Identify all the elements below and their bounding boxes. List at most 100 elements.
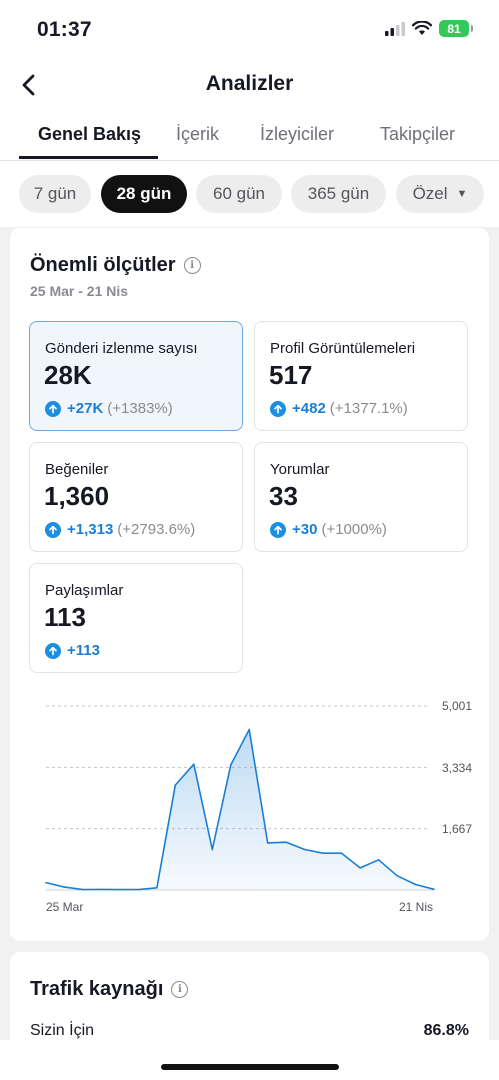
metric-label: Beğeniler (45, 461, 109, 478)
chart-data-point (100, 888, 103, 891)
chart-data-point (211, 848, 214, 851)
chart-data-point (322, 852, 324, 855)
chart-data-point (396, 874, 398, 877)
back-arrow-icon[interactable] (16, 70, 46, 100)
metric-delta: +27K (+1383%) (45, 400, 173, 417)
arrow-up-icon (45, 521, 61, 538)
metric-label: Yorumlar (270, 461, 330, 478)
metric-post-views[interactable]: Gönderi izlenme sayısı 28K +27K (+1383%) (29, 321, 243, 431)
chart-data-point (266, 842, 269, 844)
key-metrics-title: Önemli ölçütler (30, 254, 176, 276)
metric-delta: +1,313 (+2793.6%) (45, 521, 195, 538)
range-365-days[interactable]: 365 gün (291, 175, 386, 213)
range-60-days[interactable]: 60 gün (196, 175, 282, 213)
chart-data-point (229, 764, 232, 766)
chart-data-point (45, 881, 47, 884)
status-bar: 01:37 81 (0, 0, 499, 60)
page-title: Analizler (205, 72, 294, 95)
date-range-selector: 7 gün 28 gün 60 gün 365 gün Özel ▼ (0, 161, 499, 227)
nav-bar: Analizler (0, 60, 499, 110)
arrow-up-icon (45, 400, 61, 417)
status-icons: 81 (385, 20, 473, 37)
chart-series-line (45, 728, 435, 891)
chart-data-point (285, 841, 287, 843)
metric-comments[interactable]: Yorumlar 33 +30 (+1000%) (254, 442, 468, 552)
chart-data-point (137, 888, 140, 891)
chart-data-point (377, 859, 380, 861)
chart-data-point (174, 784, 177, 786)
traffic-source-value: 86.8% (423, 1022, 469, 1039)
metric-delta-percent: (+2793.6%) (117, 521, 196, 538)
chart-data-point (82, 888, 84, 891)
tab-followers[interactable]: Takipçiler (380, 124, 456, 144)
metric-profile-views[interactable]: Profil Görüntülemeleri 517 +482 (+1377.1… (254, 321, 468, 431)
home-indicator-area (0, 1040, 499, 1080)
chart-data-point (119, 888, 121, 891)
traffic-source-header: Trafik kaynağı i (30, 978, 189, 1001)
metric-delta: +482 (+1377.1%) (270, 400, 408, 417)
metric-shares[interactable]: Paylaşımlar 113 +113 (29, 563, 243, 673)
post-views-trend-chart: 5,001 3,334 1,667 25 Mar 21 Nis (45, 699, 472, 914)
arrow-up-icon (270, 521, 286, 538)
metric-delta-value: +1,313 (67, 521, 114, 538)
chart-data-point (248, 728, 251, 731)
chart-data-point (433, 888, 435, 891)
metric-delta-value: +30 (292, 521, 318, 538)
chart-data-point (156, 886, 158, 889)
analytics-tabs: Genel Bakış İçerik İzleyiciler Takipçile… (0, 110, 499, 161)
key-metrics-card: Önemli ölçütler i 25 Mar - 21 Nis Gönder… (10, 228, 489, 941)
traffic-row: Sizin İçin 86.8% (30, 1022, 469, 1040)
metric-label: Paylaşımlar (45, 582, 124, 599)
metric-value: 33 (269, 481, 298, 511)
chart-data-point (340, 852, 343, 855)
range-custom-label: Özel (412, 184, 448, 203)
range-7-days[interactable]: 7 gün (19, 175, 91, 213)
battery-icon: 81 (439, 20, 473, 37)
chart-area-fill (46, 729, 434, 890)
key-metrics-header: Önemli ölçütler i (30, 254, 201, 277)
metric-value: 517 (269, 360, 313, 390)
key-metrics-date-range: 25 Mar - 21 Nis (30, 283, 129, 299)
metric-value: 113 (44, 602, 86, 632)
range-28-days[interactable]: 28 gün (101, 175, 187, 213)
caret-down-icon: ▼ (456, 188, 468, 200)
metric-delta-value: +113 (67, 642, 100, 659)
y-tick-label: 3,334 (442, 761, 472, 775)
metric-label: Profil Görüntülemeleri (270, 340, 416, 357)
metric-delta-percent: (+1000%) (321, 521, 387, 538)
arrow-up-icon (270, 400, 286, 417)
metric-delta: +30 (+1000%) (270, 521, 387, 538)
metric-likes[interactable]: Beğeniler 1,360 +1,313 (+2793.6%) (29, 442, 243, 552)
info-icon[interactable]: i (183, 257, 201, 274)
tab-overview[interactable]: Genel Bakış (38, 124, 142, 144)
chart-data-point (414, 883, 417, 886)
battery-level: 81 (447, 21, 461, 36)
wifi-icon (412, 21, 432, 35)
metric-value: 28K (44, 360, 92, 390)
metric-delta-percent: (+1383%) (107, 400, 173, 417)
chart-data-point (359, 867, 361, 869)
x-tick-label: 25 Mar (46, 900, 83, 914)
info-icon[interactable]: i (171, 981, 189, 998)
chart-data-point (303, 848, 306, 851)
range-custom[interactable]: Özel ▼ (396, 175, 484, 213)
metric-value: 1,360 (44, 481, 110, 511)
metric-delta-value: +27K (67, 400, 104, 417)
traffic-source-label: Sizin İçin (30, 1022, 95, 1039)
home-indicator[interactable] (161, 1064, 339, 1070)
chart-data-point (63, 886, 66, 888)
signal-icon (385, 21, 405, 36)
chart-data-point (193, 763, 195, 765)
y-tick-label: 1,667 (442, 822, 472, 836)
traffic-source-title: Trafik kaynağı (30, 978, 164, 1000)
metric-delta: +113 (45, 642, 100, 659)
metric-label: Gönderi izlenme sayısı (45, 340, 198, 357)
tab-viewers[interactable]: İzleyiciler (260, 124, 335, 144)
y-tick-label: 5,001 (442, 699, 472, 713)
x-tick-label: 21 Nis (399, 900, 433, 914)
arrow-up-icon (45, 642, 61, 659)
tab-content[interactable]: İçerik (176, 124, 220, 144)
metric-delta-value: +482 (292, 400, 326, 417)
active-tab-indicator (19, 156, 158, 159)
status-time: 01:37 (37, 18, 92, 41)
